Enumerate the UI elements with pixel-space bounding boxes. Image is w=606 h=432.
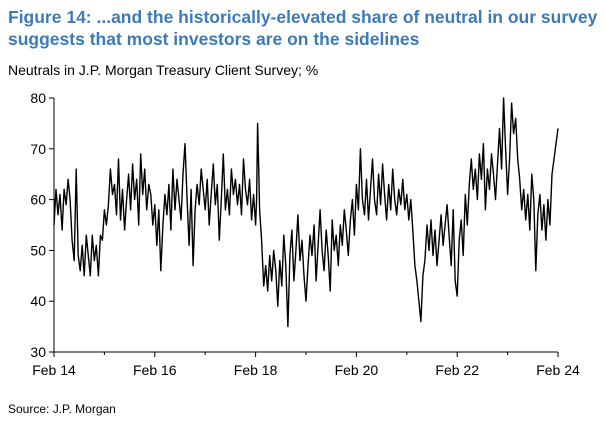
y-tick-label: 30 (30, 344, 46, 360)
x-axis-ticks: Feb 14 Feb 16 Feb 18 Feb 20 Feb 22 Feb 24 (32, 352, 580, 378)
x-tick-label: Feb 20 (335, 362, 379, 378)
chart-source: Source: J.P. Morgan (8, 402, 116, 416)
chart-axes (53, 98, 558, 353)
chart-subtitle: Neutrals in J.P. Morgan Treasury Client … (8, 62, 319, 78)
x-tick-label: Feb 18 (234, 362, 278, 378)
y-axis-ticks: 30 40 50 60 70 80 (30, 90, 54, 360)
y-tick-label: 50 (30, 242, 46, 258)
y-tick-label: 60 (30, 192, 46, 208)
series-line-0 (53, 97, 559, 328)
y-tick-label: 70 (30, 141, 46, 157)
y-tick-label: 40 (30, 293, 46, 309)
x-tick-label: Feb 24 (536, 362, 580, 378)
x-tick-label: Feb 14 (32, 362, 76, 378)
x-tick-label: Feb 16 (133, 362, 177, 378)
x-tick-label: Feb 22 (435, 362, 479, 378)
series-group (53, 97, 559, 328)
y-tick-label: 80 (30, 90, 46, 106)
chart-title: Figure 14: ...and the historically-eleva… (8, 7, 598, 49)
